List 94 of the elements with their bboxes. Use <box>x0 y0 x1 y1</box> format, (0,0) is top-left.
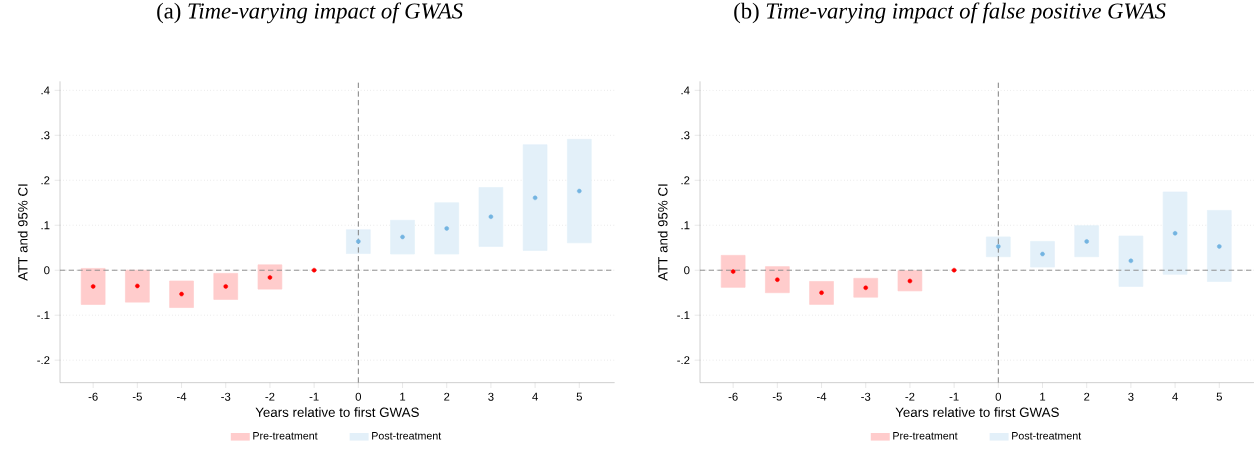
point <box>356 239 361 244</box>
point <box>532 195 538 201</box>
x-tick-label: 3 <box>1128 392 1134 401</box>
x-tick-label: 3 <box>488 392 494 401</box>
x-tick-label: 2 <box>1084 392 1090 401</box>
bar <box>809 281 834 305</box>
x-tick-label: -4 <box>177 392 187 401</box>
bar <box>1030 241 1055 268</box>
point <box>90 284 96 289</box>
x-tick-label: 0 <box>355 392 362 401</box>
point <box>907 278 913 284</box>
x-tick-label: -5 <box>772 392 782 401</box>
bar <box>257 264 283 290</box>
bar <box>125 269 150 303</box>
y-tick-label: .2 <box>41 176 50 185</box>
y-tick-label: .3 <box>41 131 50 140</box>
y-tick-label: 0 <box>684 266 690 275</box>
x-tick-label: 2 <box>444 392 450 401</box>
x-tick-label: -3 <box>221 392 231 401</box>
y-tick-label: -.2 <box>677 356 690 365</box>
x-tick-label: -6 <box>728 392 738 401</box>
bar <box>213 273 239 300</box>
x-tick-label: 5 <box>576 392 582 401</box>
bar <box>986 236 1011 258</box>
legend-label: Pre-treatment <box>893 432 958 440</box>
x-tick-label: 4 <box>1172 392 1178 401</box>
point <box>1128 258 1134 264</box>
point <box>135 283 140 289</box>
bar <box>1074 225 1099 258</box>
y-tick-label: .4 <box>41 86 50 95</box>
point <box>444 226 449 231</box>
bar <box>522 144 548 251</box>
chart-title: (a) Time-varying impact of GWAS <box>157 2 463 24</box>
point <box>400 234 405 240</box>
legend-label: Pre-treatment <box>253 432 318 440</box>
bar <box>478 187 504 247</box>
x-tick-label: -5 <box>132 392 142 401</box>
legend-label: Post-treatment <box>372 432 442 440</box>
point <box>488 214 494 219</box>
x-tick-label: 1 <box>400 392 406 401</box>
legend-label: Post-treatment <box>1012 432 1082 440</box>
y-tick-label: -.2 <box>37 356 50 365</box>
point <box>179 291 184 297</box>
y-axis-title: ATT and 95% CI <box>657 184 668 281</box>
bar <box>897 270 923 292</box>
point <box>775 277 780 282</box>
x-tick-label: -2 <box>265 392 275 401</box>
chart-title: (b) Time-varying impact of false positive GWAS <box>734 2 1166 24</box>
bar <box>1162 191 1188 275</box>
point <box>577 188 582 194</box>
bar <box>434 202 459 255</box>
point <box>223 284 229 289</box>
point <box>819 290 824 295</box>
y-tick-label: -.1 <box>677 311 690 320</box>
point <box>996 244 1001 249</box>
y-tick-label: .1 <box>41 221 50 230</box>
bar <box>1118 235 1144 287</box>
point <box>951 267 957 273</box>
x-tick-label: 5 <box>1216 392 1222 401</box>
bar <box>853 277 878 298</box>
y-axis-title: ATT and 95% CI <box>17 184 28 281</box>
point <box>1084 239 1089 244</box>
y-tick-label: .3 <box>681 131 690 140</box>
bar <box>765 266 790 294</box>
point <box>863 285 868 291</box>
bar <box>169 280 194 308</box>
point <box>267 275 273 280</box>
point <box>1217 244 1222 249</box>
x-tick-label: -3 <box>861 392 871 401</box>
point <box>1172 231 1178 236</box>
x-axis-title: Years relative to first GWAS <box>255 407 419 417</box>
bar <box>390 219 415 255</box>
x-tick-label: -4 <box>817 392 827 401</box>
x-tick-label: 4 <box>532 392 538 401</box>
x-tick-label: 1 <box>1040 392 1046 401</box>
point <box>311 267 317 273</box>
x-tick-label: 0 <box>995 392 1002 401</box>
bar <box>346 229 371 254</box>
y-tick-label: -.1 <box>37 311 50 320</box>
x-tick-label: -1 <box>949 392 959 401</box>
bar <box>720 255 746 288</box>
bar <box>567 139 592 244</box>
point <box>1040 251 1045 257</box>
x-tick-label: -2 <box>905 392 915 401</box>
x-tick-label: -1 <box>309 392 319 401</box>
bar <box>1207 210 1232 282</box>
y-tick-label: .1 <box>681 221 690 230</box>
x-tick-label: -6 <box>88 392 98 401</box>
bar <box>80 268 106 305</box>
y-tick-label: .4 <box>681 86 690 95</box>
x-axis-title: Years relative to first GWAS <box>895 407 1059 417</box>
y-tick-label: .2 <box>681 176 690 185</box>
point <box>730 269 736 274</box>
y-tick-label: 0 <box>44 266 50 275</box>
